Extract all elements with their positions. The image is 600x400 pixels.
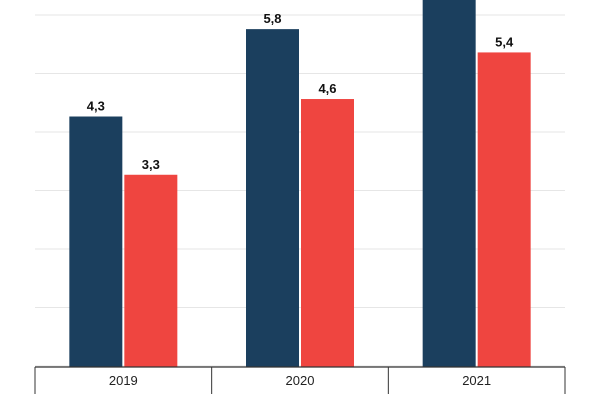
bars <box>69 0 531 368</box>
gridlines <box>35 14 565 367</box>
x-tick-label-2019: 2019 <box>109 373 138 388</box>
x-tick-label-2021: 2021 <box>462 373 491 388</box>
bar-2019-series-2 <box>124 174 178 367</box>
data-label-2020-series-1: 5,8 <box>263 11 281 26</box>
x-tick-label-2020: 2020 <box>286 373 315 388</box>
bar-2019-series-1 <box>69 116 123 367</box>
data-label-2019-series-2: 3,3 <box>142 157 160 172</box>
data-label-2019-series-1: 4,3 <box>87 99 105 114</box>
bar-2020-series-2 <box>301 99 354 368</box>
data-label-2021-series-2: 5,4 <box>495 34 514 49</box>
bar-2020-series-1 <box>246 29 299 367</box>
bar-2021-series-1 <box>422 0 476 367</box>
data-labels: 4,3 3,3 5,8 4,6 5,4 <box>87 11 514 172</box>
x-axis: 2019 2020 2021 <box>34 366 566 394</box>
bar-2021-series-2 <box>477 52 531 368</box>
data-label-2020-series-2: 4,6 <box>318 81 336 96</box>
